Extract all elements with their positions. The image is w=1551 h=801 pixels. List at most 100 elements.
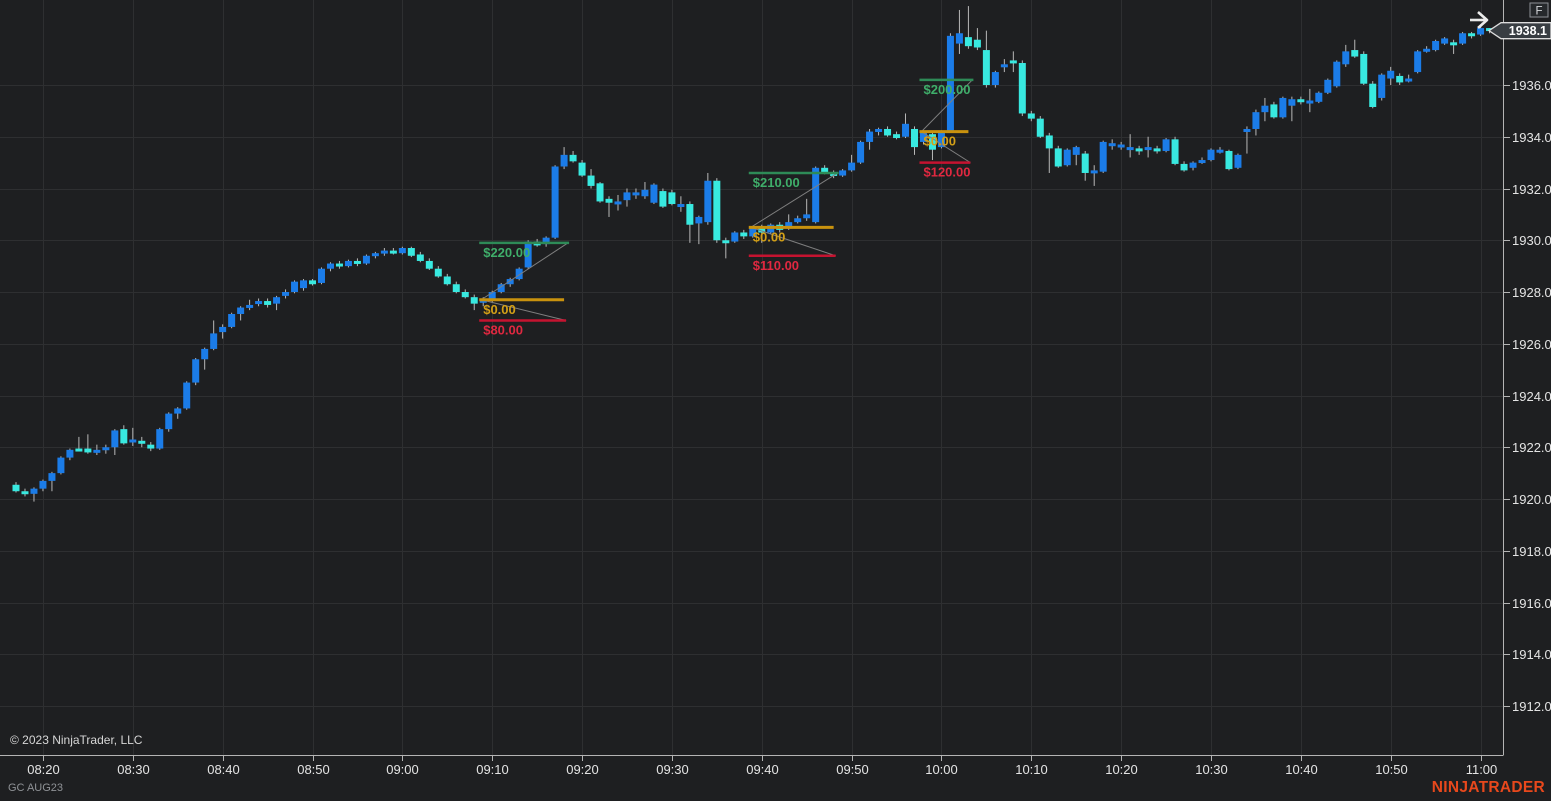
candle-body bbox=[488, 292, 496, 300]
candle-body bbox=[165, 413, 173, 430]
candle-body bbox=[1108, 143, 1116, 147]
candle-body bbox=[1414, 51, 1422, 73]
candle-body bbox=[722, 240, 730, 244]
candle-body bbox=[407, 248, 415, 256]
trade-target-label: $220.00 bbox=[483, 245, 530, 260]
trade-stop-label: $120.00 bbox=[923, 165, 970, 180]
last-price-value: 1938.1 bbox=[1509, 24, 1547, 38]
candle-body bbox=[1135, 148, 1143, 152]
candle-body bbox=[264, 301, 272, 305]
candle-body bbox=[812, 167, 820, 223]
price-tick-label: 1936.0 bbox=[1512, 78, 1551, 93]
candle-body bbox=[21, 491, 29, 495]
time-tick-label: 09:10 bbox=[476, 762, 509, 777]
candle-body bbox=[183, 382, 191, 409]
candle-body bbox=[1459, 33, 1467, 44]
trade-target-label: $210.00 bbox=[753, 175, 800, 190]
price-axis[interactable]: 1912.0 1914.0 1916.0 1918.0 1920.0 1922.0 1924… bbox=[1504, 78, 1551, 714]
candle-body bbox=[1297, 99, 1305, 103]
candle-body bbox=[228, 313, 236, 327]
candle-body bbox=[300, 280, 308, 289]
candle-body bbox=[1072, 147, 1080, 155]
price-tick-label: 1932.0 bbox=[1512, 182, 1551, 197]
candle-body bbox=[946, 35, 954, 132]
candle-body bbox=[282, 292, 290, 296]
price-tick-label: 1922.0 bbox=[1512, 440, 1551, 455]
candle-body bbox=[1063, 149, 1071, 166]
last-price-marker-shape bbox=[1487, 22, 1551, 40]
candle-body bbox=[803, 214, 811, 219]
candle-body bbox=[695, 216, 703, 224]
candle-body bbox=[1144, 147, 1152, 151]
candle-body bbox=[1315, 92, 1323, 102]
candle-body bbox=[506, 279, 514, 285]
time-tick-label: 10:20 bbox=[1105, 762, 1138, 777]
candle-body bbox=[1009, 60, 1017, 64]
candle-body bbox=[156, 429, 164, 449]
trade-connector-line bbox=[480, 242, 569, 301]
candle-body bbox=[1432, 41, 1440, 51]
candle-body bbox=[605, 198, 613, 203]
candle-body bbox=[1441, 38, 1449, 44]
candle-body bbox=[443, 276, 451, 285]
candle-body bbox=[210, 333, 218, 349]
candle-body bbox=[578, 162, 586, 176]
candle-body bbox=[1360, 53, 1368, 84]
time-tick-label: 11:00 bbox=[1466, 762, 1498, 777]
time-tick-label: 08:20 bbox=[27, 762, 60, 777]
candle-body bbox=[659, 191, 667, 207]
time-tick-label: 10:10 bbox=[1015, 762, 1048, 777]
candle-body bbox=[192, 359, 200, 383]
grid-layer bbox=[0, 0, 1503, 755]
candle-body bbox=[246, 304, 254, 308]
candle-body bbox=[425, 260, 433, 269]
candle-body bbox=[1018, 63, 1026, 114]
time-tick-label: 10:00 bbox=[925, 762, 958, 777]
candle-body bbox=[884, 128, 892, 136]
candle-body bbox=[129, 439, 137, 443]
price-tick-label: 1924.0 bbox=[1512, 389, 1551, 404]
candle-body bbox=[362, 255, 370, 264]
time-tick-label: 10:40 bbox=[1285, 762, 1318, 777]
candle-body bbox=[794, 218, 802, 223]
candle-body bbox=[317, 268, 325, 283]
time-axis[interactable]: 08:20 08:30 08:40 08:50 09:00 09:10 09:20 09:30… bbox=[27, 756, 1497, 777]
candle-body bbox=[955, 33, 963, 44]
candle-body bbox=[470, 297, 478, 304]
copyright-text: © 2023 NinjaTrader, LLC bbox=[10, 733, 143, 747]
candle-body bbox=[1126, 147, 1134, 151]
candle-body bbox=[1198, 160, 1206, 164]
candle-body bbox=[1396, 75, 1404, 83]
go-to-latest-arrow-icon[interactable] bbox=[1470, 11, 1489, 29]
candle-body bbox=[389, 250, 397, 254]
candle-body bbox=[973, 39, 981, 48]
candle-body bbox=[1261, 105, 1269, 113]
time-tick-label: 09:20 bbox=[566, 762, 599, 777]
candle-body bbox=[821, 167, 829, 173]
candle-body bbox=[928, 134, 936, 150]
candle-body bbox=[704, 180, 712, 223]
trade-stop-label: $80.00 bbox=[483, 322, 523, 337]
trade-connector-line bbox=[921, 131, 971, 164]
candle-body bbox=[309, 280, 317, 285]
candle-body bbox=[398, 248, 406, 254]
candle-body bbox=[875, 128, 883, 132]
ninjatrader-logo: NINJATRADER bbox=[1431, 779, 1545, 796]
candle-body bbox=[839, 170, 847, 176]
candle-body bbox=[12, 484, 20, 492]
candle-body bbox=[291, 281, 299, 292]
candle-body bbox=[1450, 42, 1458, 46]
candle-body bbox=[866, 131, 874, 142]
candle-body bbox=[964, 37, 972, 47]
candle-body bbox=[219, 326, 227, 333]
candle-body bbox=[1369, 83, 1377, 107]
candle-body bbox=[84, 448, 92, 453]
price-tick-label: 1930.0 bbox=[1512, 233, 1551, 248]
axis-layer: 08:20 08:30 08:40 08:50 09:00 09:10 09:20 09:30… bbox=[0, 0, 1551, 777]
candle-body bbox=[1279, 97, 1287, 118]
trade-markers-layer: $220.00 $0.00 $80.00 $210.00 $0.00 $110.00 $20… bbox=[479, 78, 974, 337]
candles-layer bbox=[12, 6, 1494, 502]
panel-function-badge: F bbox=[1529, 2, 1549, 18]
